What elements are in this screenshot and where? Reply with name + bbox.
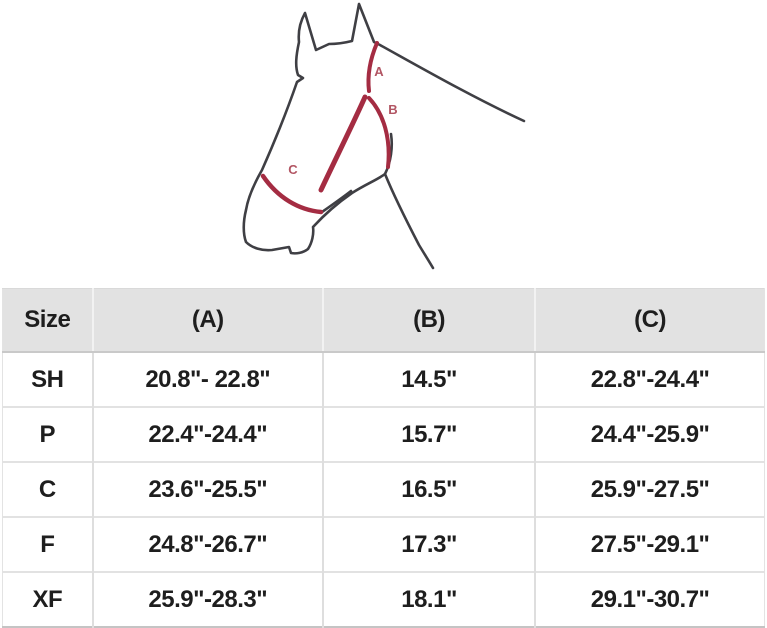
measurement-b-cell: 16.5" bbox=[321, 461, 536, 517]
halter-straps bbox=[260, 41, 391, 215]
column-header-c: (C) bbox=[534, 288, 765, 353]
measurement-c-cell: 25.9"-27.5" bbox=[534, 461, 765, 517]
measurement-a-cell: 25.9"-28.3" bbox=[91, 571, 323, 627]
column-header-b: (B) bbox=[321, 288, 536, 353]
horse-outline bbox=[242, 2, 526, 270]
noseband-strap-c bbox=[260, 173, 324, 215]
horse-halter-diagram: A B C bbox=[0, 0, 767, 285]
horse-mouth-line-path bbox=[320, 189, 353, 214]
measurement-c-cell: 24.4"-25.9" bbox=[534, 406, 765, 462]
measurement-a-cell: 23.6"-25.5" bbox=[91, 461, 323, 517]
size-cell: P bbox=[2, 406, 93, 462]
size-cell: C bbox=[2, 461, 93, 517]
column-header-a: (A) bbox=[91, 288, 323, 353]
table-row-c: C 23.6"-25.5" 16.5" 25.9"-27.5" bbox=[2, 461, 765, 517]
table-row-sh: SH 20.8"- 22.8" 14.5" 22.8"-24.4" bbox=[2, 352, 765, 407]
horse-diagram-svg: A B C bbox=[242, 2, 526, 270]
table-row-xf: XF 25.9"-28.3" 18.1" 29.1"-30.7" bbox=[2, 571, 765, 627]
horse-head-outline-path bbox=[242, 2, 526, 255]
measurement-b-cell: 17.3" bbox=[321, 516, 536, 572]
size-cell: SH bbox=[2, 352, 93, 407]
measurement-a-cell: 22.4"-24.4" bbox=[91, 406, 323, 462]
measurement-a-cell: 20.8"- 22.8" bbox=[91, 352, 323, 407]
cheek-strap bbox=[318, 94, 368, 193]
measurement-c-cell: 27.5"-29.1" bbox=[534, 516, 765, 572]
measurement-a-cell: 24.8"-26.7" bbox=[91, 516, 323, 572]
table-header: Size (A) (B) (C) bbox=[2, 288, 765, 353]
throat-strap-b bbox=[367, 96, 391, 169]
column-header-size: Size bbox=[2, 288, 93, 353]
crown-strap-a bbox=[366, 41, 379, 93]
size-cell: XF bbox=[2, 571, 93, 627]
table-row-f: F 24.8"-26.7" 17.3" 27.5"-29.1" bbox=[2, 516, 765, 572]
measurement-b-cell: 14.5" bbox=[321, 352, 536, 407]
table-row-p: P 22.4"-24.4" 15.7" 24.4"-25.9" bbox=[2, 406, 765, 462]
table-body: SH 20.8"- 22.8" 14.5" 22.8"-24.4" P 22.4… bbox=[2, 352, 765, 627]
measurement-label-a: A bbox=[374, 64, 384, 79]
horse-neck-front-path bbox=[383, 172, 435, 270]
measurement-label-c: C bbox=[288, 162, 298, 177]
size-chart-table: Size (A) (B) (C) SH 20.8"- 22.8" 14.5" 2… bbox=[2, 288, 765, 628]
header-row: Size (A) (B) (C) bbox=[2, 288, 765, 353]
measurement-b-cell: 15.7" bbox=[321, 406, 536, 462]
measurement-label-b: B bbox=[388, 102, 397, 117]
measurement-c-cell: 29.1"-30.7" bbox=[534, 571, 765, 627]
measurement-b-cell: 18.1" bbox=[321, 571, 536, 627]
measurement-c-cell: 22.8"-24.4" bbox=[534, 352, 765, 407]
size-cell: F bbox=[2, 516, 93, 572]
